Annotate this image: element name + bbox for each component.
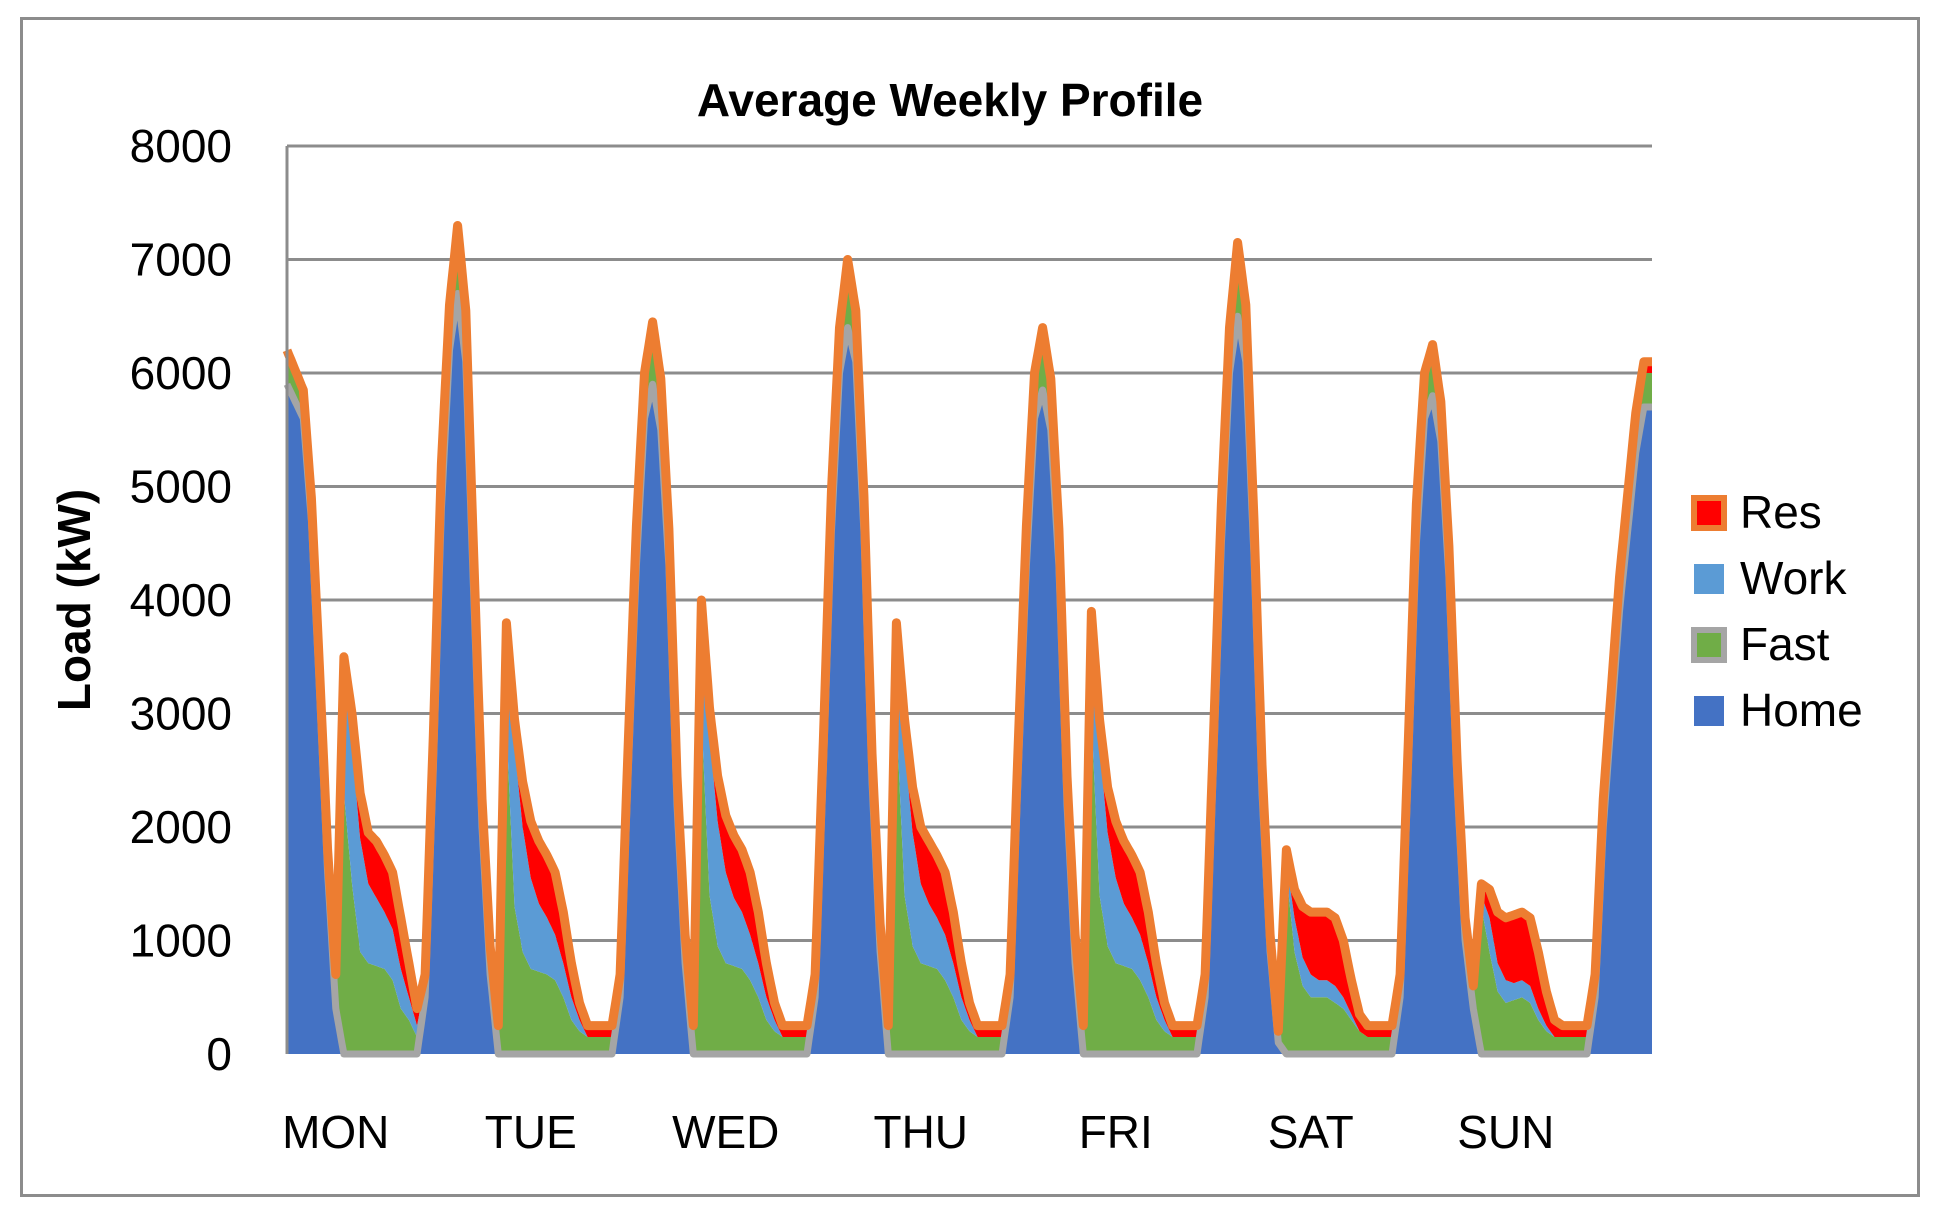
y-axis-label: Load (kW) (48, 489, 100, 711)
legend-label-work: Work (1740, 552, 1847, 604)
legend-swatch-res (1691, 495, 1727, 531)
x-tick-sat: SAT (1268, 1106, 1354, 1158)
x-tick-thu: THU (873, 1106, 968, 1158)
legend-label-res: Res (1740, 486, 1822, 538)
y-tick-3000: 3000 (130, 688, 232, 740)
area-outlines (282, 221, 1655, 1058)
area-res (287, 225, 1652, 1037)
x-tick-tue: TUE (485, 1106, 577, 1158)
total-outline (282, 221, 1655, 1036)
x-tick-labels: MON TUE WED THU FRI SAT SUN (282, 1106, 1554, 1158)
x-tick-wed: WED (672, 1106, 779, 1158)
y-tick-0: 0 (206, 1028, 232, 1080)
x-tick-fri: FRI (1079, 1106, 1153, 1158)
legend-swatch-fast (1691, 627, 1727, 663)
legend-swatch-work (1694, 564, 1724, 594)
x-tick-sun: SUN (1457, 1106, 1554, 1158)
chart-title: Average Weekly Profile (697, 74, 1203, 126)
y-tick-8000: 8000 (130, 120, 232, 172)
y-tick-2000: 2000 (130, 801, 232, 853)
y-tick-4000: 4000 (130, 574, 232, 626)
y-tick-6000: 6000 (130, 347, 232, 399)
legend: Res Work Fast Home (1691, 486, 1863, 736)
legend-label-fast: Fast (1740, 618, 1830, 670)
legend-label-home: Home (1740, 684, 1863, 736)
legend-swatch-home (1694, 696, 1724, 726)
y-tick-7000: 7000 (130, 234, 232, 286)
y-tick-1000: 1000 (130, 915, 232, 967)
x-tick-mon: MON (282, 1106, 389, 1158)
y-tick-labels: 0 1000 2000 3000 4000 5000 6000 7000 8000 (130, 120, 232, 1080)
y-tick-5000: 5000 (130, 461, 232, 513)
